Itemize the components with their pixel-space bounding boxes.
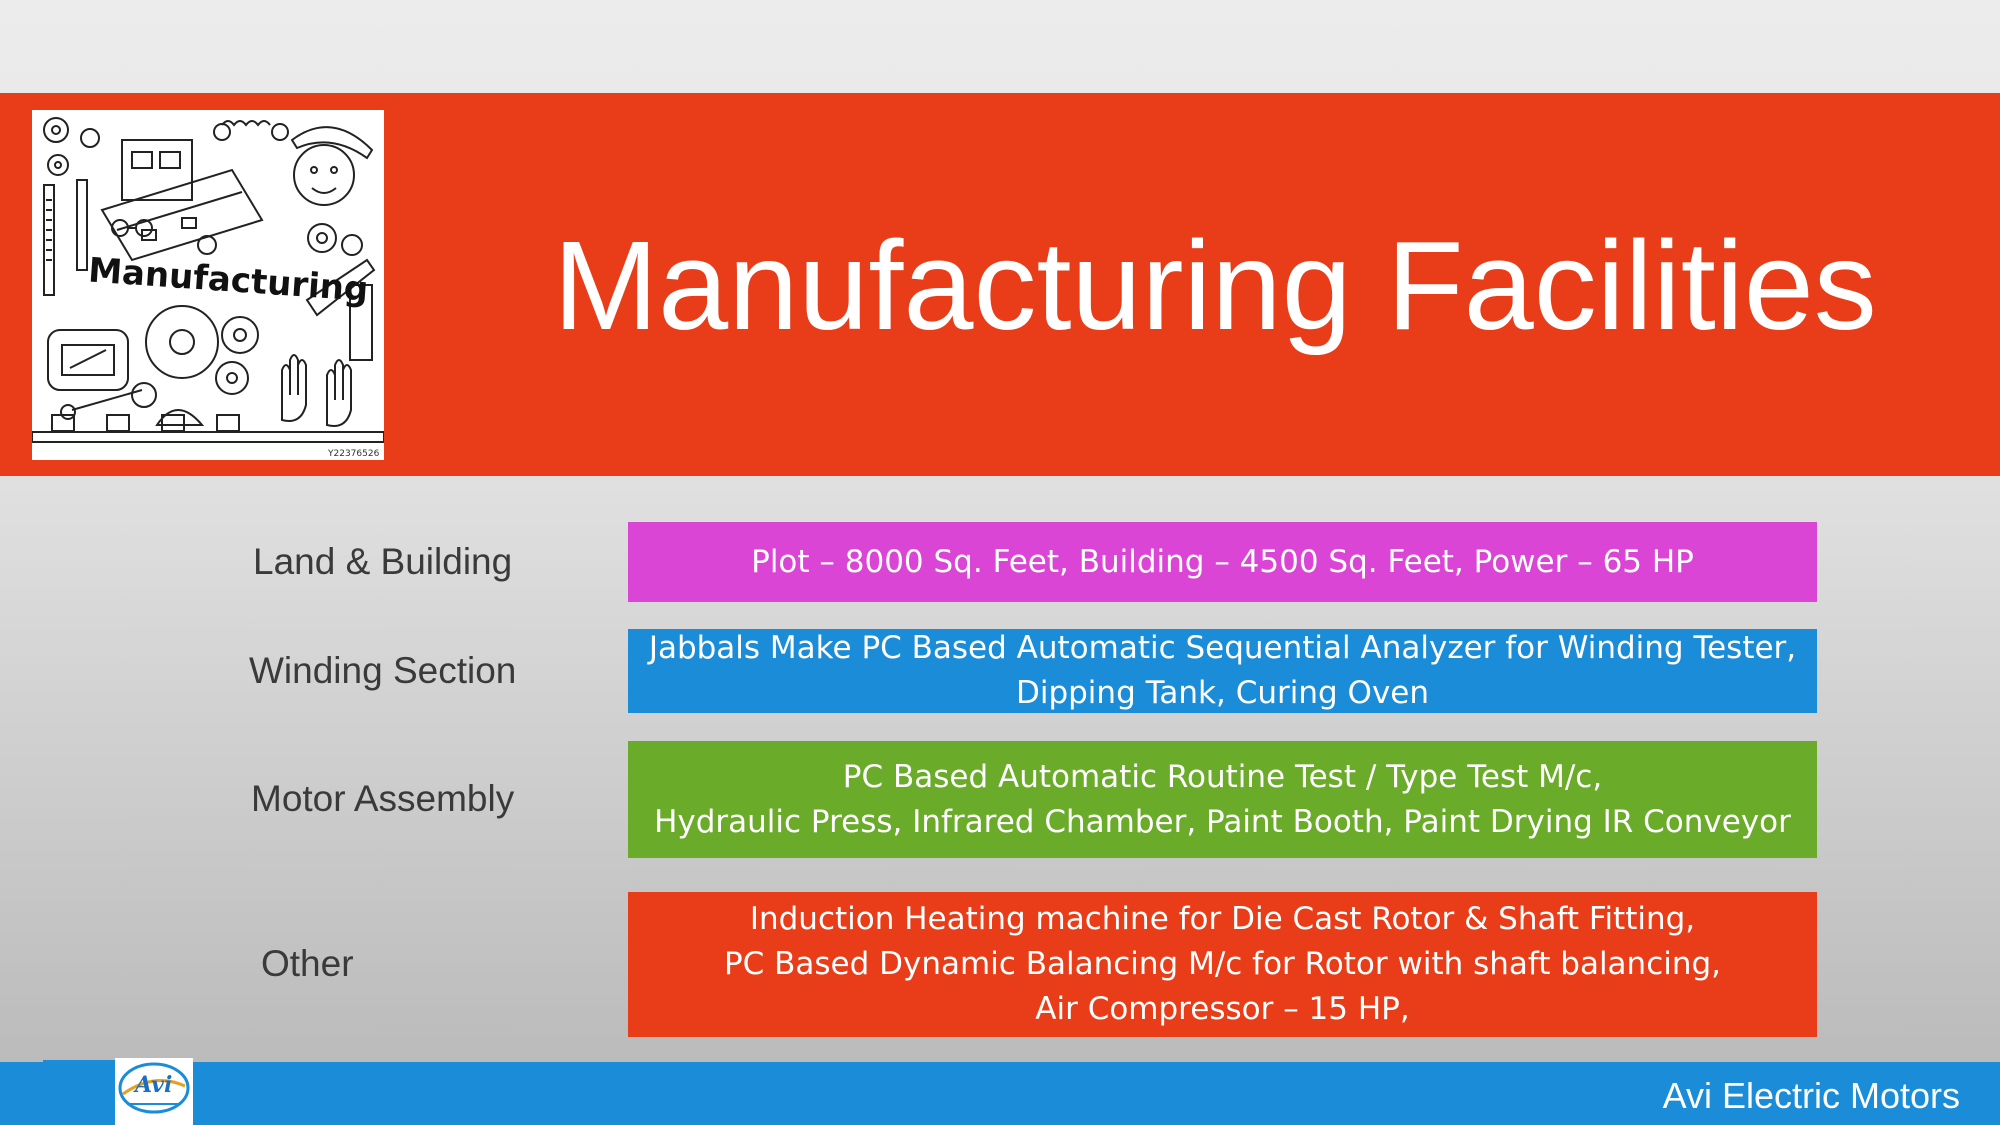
facility-text-line: PC Based Automatic Routine Test / Type T… (842, 758, 1603, 795)
svg-text:Y22376526: Y22376526 (327, 449, 380, 459)
facility-text-line: Plot – 8000 Sq. Feet, Building – 4500 Sq… (751, 543, 1694, 580)
facility-box-other: Induction Heating machine for Die Cast R… (628, 892, 1817, 1037)
row-label-motor-assembly: Motor Assembly (251, 778, 515, 819)
row-label-winding-section: Winding Section (249, 650, 517, 691)
slide-title: Manufacturing Facilities (553, 215, 1877, 356)
footer-bar (0, 1062, 2000, 1125)
footer-divider (43, 1060, 115, 1062)
facility-box-motor-assembly: PC Based Automatic Routine Test / Type T… (628, 741, 1817, 858)
manufacturing-clipart-image: Manufacturing Y22376526 (32, 110, 384, 460)
svg-text:Avi: Avi (133, 1072, 172, 1098)
facility-text-line: Induction Heating machine for Die Cast R… (749, 901, 1696, 937)
facility-text-line: PC Based Dynamic Balancing M/c for Rotor… (723, 946, 1722, 982)
svg-text:Manufacturing: Manufacturing (87, 250, 370, 309)
facility-text-line: Hydraulic Press, Infrared Chamber, Paint… (654, 803, 1791, 840)
row-label-other: Other (261, 943, 354, 984)
facility-box-land-building: Plot – 8000 Sq. Feet, Building – 4500 Sq… (628, 522, 1817, 602)
facility-text-line: Dipping Tank, Curing Oven (1015, 675, 1430, 711)
company-name: Avi Electric Motors (1662, 1075, 1960, 1116)
facility-text-line: Jabbals Make PC Based Automatic Sequenti… (648, 630, 1797, 666)
row-label-land-building: Land & Building (253, 541, 513, 582)
facility-text-line: Air Compressor – 15 HP, (1035, 991, 1410, 1027)
facility-box-winding-section: Jabbals Make PC Based Automatic Sequenti… (628, 629, 1817, 713)
avi-logo-icon: Avi (115, 1058, 193, 1125)
manufacturing-doodle-icon: Manufacturing Y22376526 (32, 117, 384, 459)
